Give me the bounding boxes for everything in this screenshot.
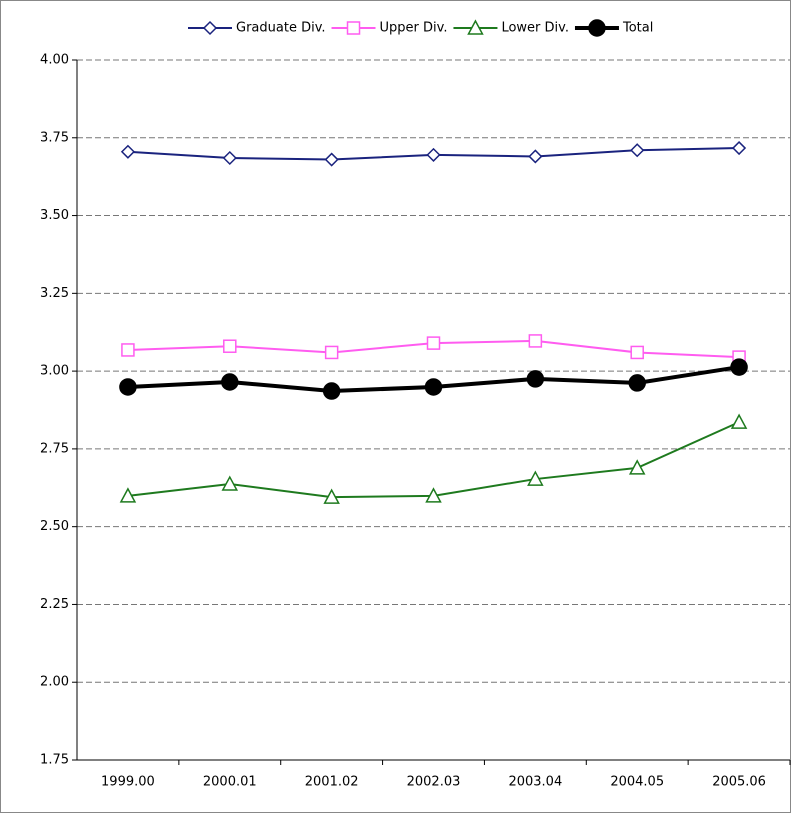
y-tick-label: 2.25 — [40, 597, 69, 612]
point — [628, 374, 646, 392]
point — [120, 144, 135, 159]
x-tick-label: 2001.02 — [305, 775, 359, 790]
y-tick-label: 3.00 — [40, 364, 69, 379]
y-tick-label: 3.50 — [40, 208, 69, 223]
y-tick-label: 1.75 — [40, 753, 69, 768]
point — [425, 487, 442, 503]
legend-marker — [588, 19, 606, 37]
point — [324, 152, 339, 167]
x-tick-label: 2002.03 — [407, 775, 461, 790]
point — [426, 147, 441, 162]
y-tick-label: 2.50 — [40, 519, 69, 534]
point — [323, 488, 340, 504]
legend-marker — [467, 19, 484, 35]
x-tick-label: 2003.04 — [508, 775, 562, 790]
point — [526, 370, 545, 388]
x-tick-label: 2005.06 — [712, 775, 766, 790]
point — [322, 382, 341, 400]
y-tick-label: 3.75 — [40, 130, 69, 145]
point — [528, 149, 543, 164]
x-tick-label: 2004.05 — [610, 775, 664, 790]
legend-marker — [346, 21, 361, 35]
point — [222, 150, 237, 166]
point — [528, 334, 543, 348]
legend-label: Graduate Div. — [236, 21, 326, 36]
point — [630, 143, 645, 158]
point — [223, 339, 237, 353]
point — [119, 487, 137, 503]
x-tick-label: 1999.00 — [101, 775, 155, 790]
point — [630, 345, 644, 360]
legend-label: Lower Div. — [501, 21, 569, 36]
point — [324, 345, 339, 360]
point — [732, 140, 747, 156]
point — [730, 358, 748, 376]
point — [221, 373, 239, 391]
point — [426, 336, 441, 350]
y-tick-label: 3.25 — [40, 286, 69, 301]
point — [424, 378, 443, 396]
point — [221, 475, 239, 491]
x-tick-label: 2000.01 — [203, 775, 257, 790]
legend-marker — [202, 20, 218, 36]
point — [121, 343, 135, 357]
legend-label: Total — [622, 21, 653, 36]
y-tick-label: 2.75 — [40, 441, 69, 456]
point — [628, 459, 646, 475]
legend-label: Upper Div. — [380, 21, 448, 36]
point — [527, 470, 544, 486]
y-tick-label: 4.00 — [40, 53, 69, 68]
point — [119, 378, 137, 396]
y-tick-label: 2.00 — [40, 675, 69, 690]
point — [730, 413, 748, 429]
